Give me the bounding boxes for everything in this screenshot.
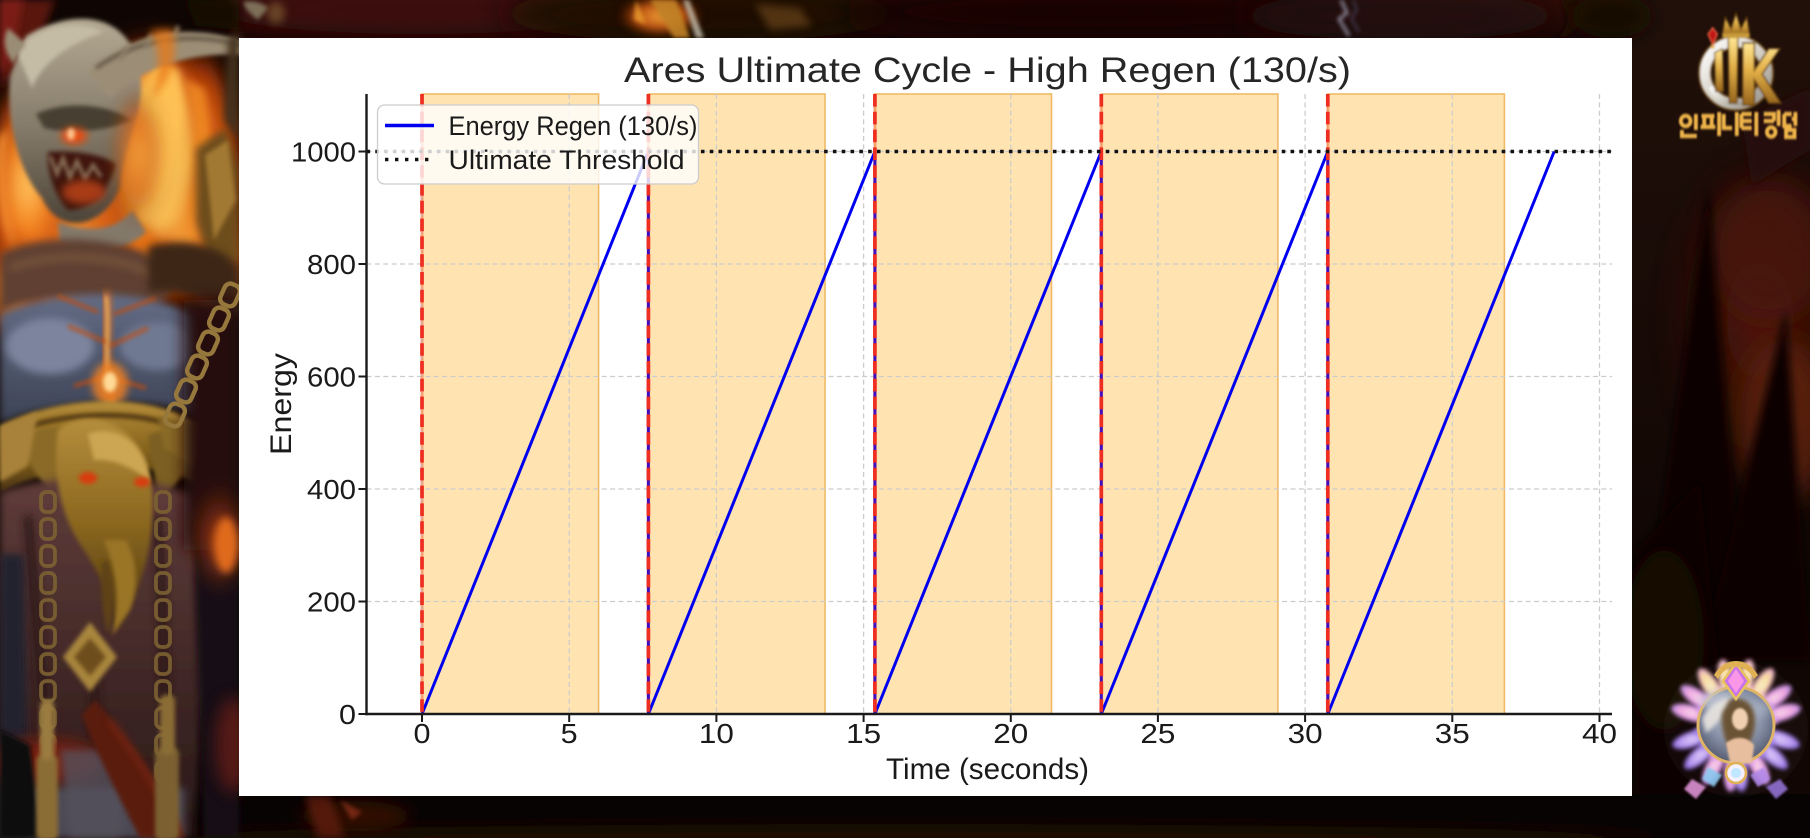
svg-text:200: 200 bbox=[307, 587, 356, 618]
svg-text:40: 40 bbox=[1582, 718, 1617, 749]
svg-text:Ares Ultimate Cycle - High Reg: Ares Ultimate Cycle - High Regen (130/s) bbox=[624, 50, 1351, 90]
svg-text:20: 20 bbox=[993, 718, 1028, 749]
svg-text:Energy: Energy bbox=[265, 353, 298, 455]
svg-text:30: 30 bbox=[1288, 718, 1323, 749]
svg-text:1000: 1000 bbox=[291, 137, 356, 168]
svg-text:0: 0 bbox=[414, 718, 431, 749]
svg-text:Time (seconds): Time (seconds) bbox=[886, 753, 1089, 786]
svg-text:Ultimate Threshold: Ultimate Threshold bbox=[449, 145, 685, 175]
svg-text:35: 35 bbox=[1435, 718, 1470, 749]
svg-text:800: 800 bbox=[307, 249, 356, 280]
svg-text:Energy Regen (130/s): Energy Regen (130/s) bbox=[449, 111, 698, 141]
svg-text:10: 10 bbox=[699, 718, 734, 749]
svg-text:25: 25 bbox=[1140, 718, 1175, 749]
svg-text:600: 600 bbox=[307, 362, 356, 393]
svg-text:15: 15 bbox=[846, 718, 881, 749]
svg-text:0: 0 bbox=[339, 699, 356, 730]
svg-text:400: 400 bbox=[307, 474, 356, 505]
svg-text:5: 5 bbox=[561, 718, 578, 749]
